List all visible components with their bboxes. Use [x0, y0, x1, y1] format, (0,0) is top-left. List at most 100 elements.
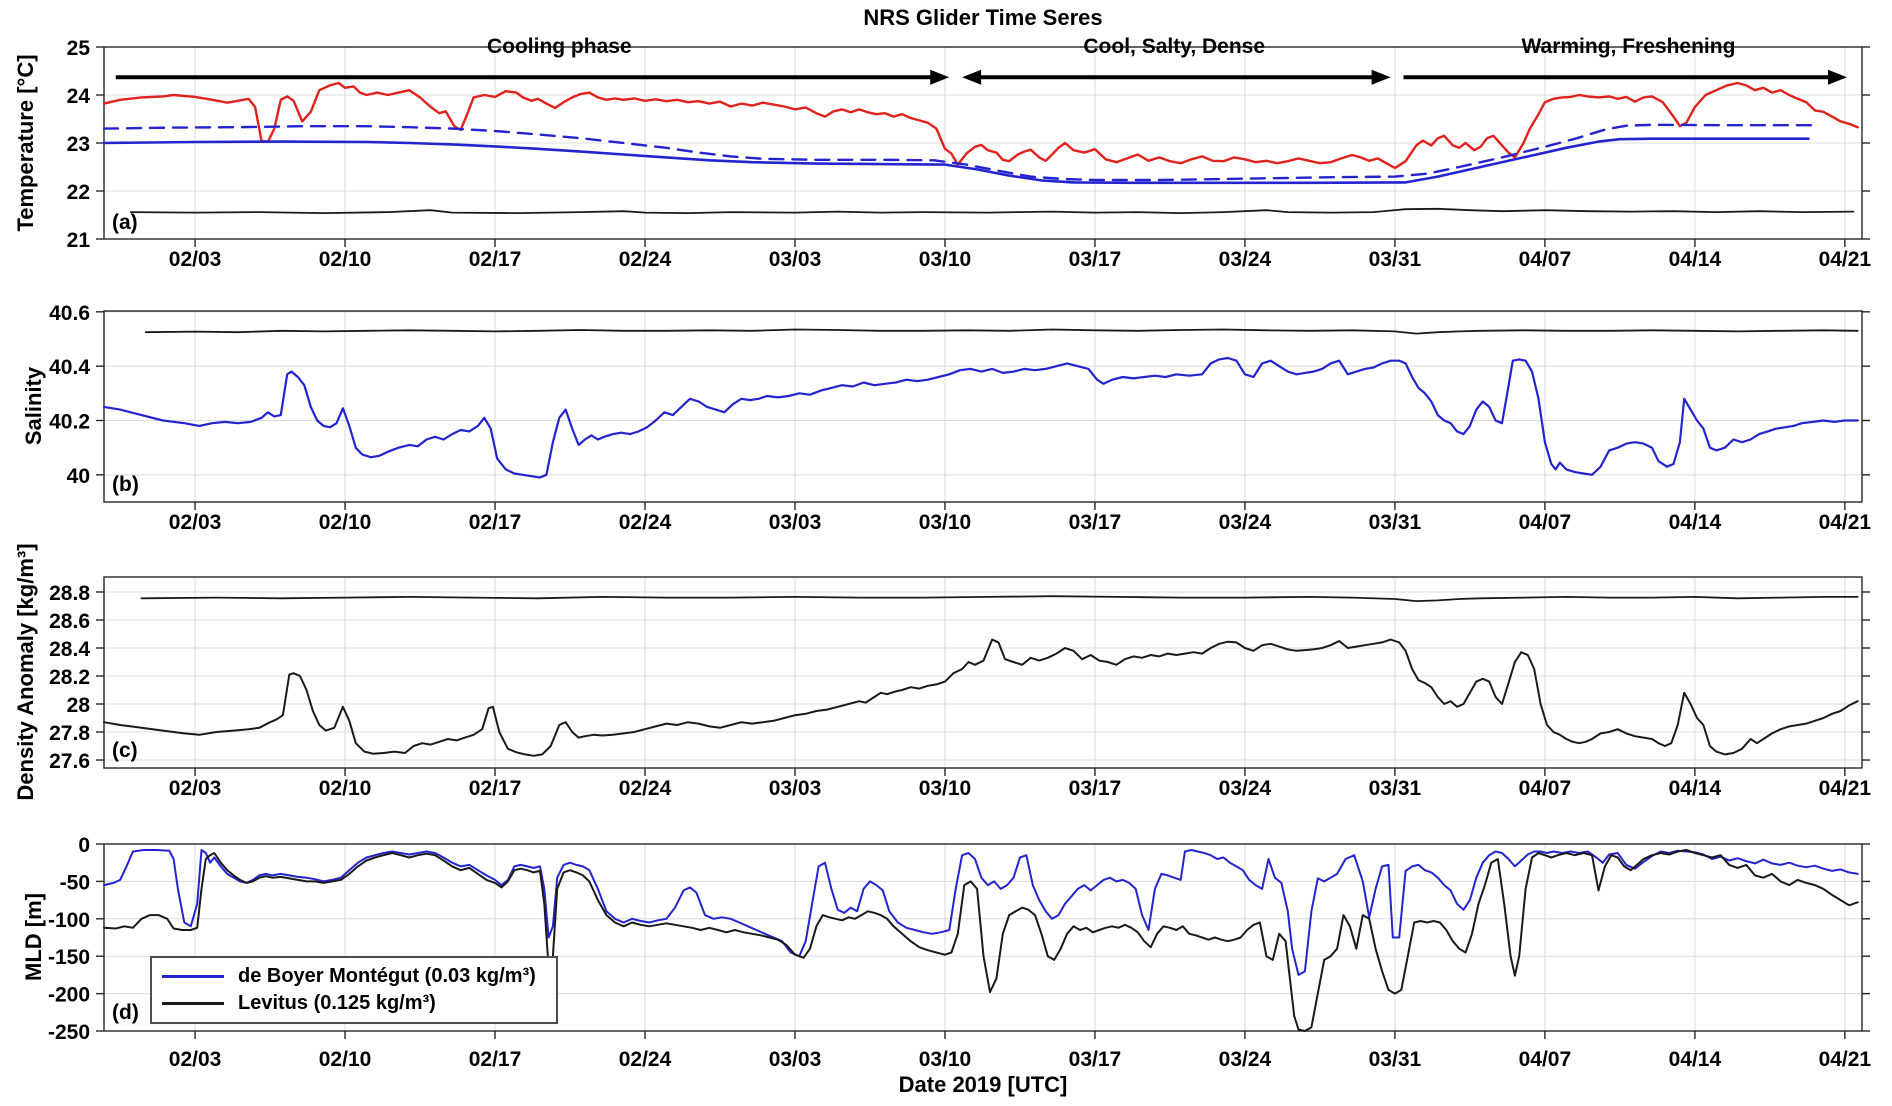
x-tick-label: 03/10 — [919, 248, 972, 271]
x-tick-label: 03/17 — [1069, 1048, 1122, 1071]
series-group-b — [103, 328, 1859, 479]
x-tick-label: 03/24 — [1219, 511, 1272, 534]
x-tick-label: 04/07 — [1519, 1048, 1572, 1071]
x-tick-label: 04/14 — [1669, 777, 1722, 800]
x-tick-label: 04/07 — [1519, 511, 1572, 534]
y-tick-label: 23 — [67, 133, 90, 156]
panel-tag-b: (b) — [112, 473, 139, 496]
x-tick-label: 02/03 — [169, 511, 222, 534]
y-axis-label-temperature: Temperature [°C] — [13, 54, 38, 232]
y-axis-label-density-anomaly: Density Anomaly [kg/m³] — [13, 543, 38, 801]
x-tick-label: 03/03 — [769, 1048, 822, 1071]
y-tick-label: 22 — [67, 181, 90, 204]
annotation-warming-freshening: Warming, Freshening — [1521, 35, 1736, 58]
y-tick-label: -200 — [48, 984, 90, 1007]
legend-line-swatch-blue — [162, 975, 224, 978]
y-tick-label: 27.6 — [49, 750, 90, 773]
x-tick-label: 03/10 — [919, 777, 972, 800]
tick-marks-b — [96, 311, 1870, 510]
series-b-reference-black-flat — [144, 328, 1859, 335]
series-c-glider-density-black — [103, 638, 1859, 757]
x-tick-label: 03/31 — [1369, 777, 1422, 800]
x-tick-label: 02/03 — [169, 777, 222, 800]
y-axis-label-mld: MLD [m] — [21, 893, 46, 981]
phase-arrow-0 — [115, 69, 950, 85]
x-tick-label: 02/24 — [619, 1048, 672, 1071]
x-tick-label: 02/24 — [619, 248, 672, 271]
series-c-reference-black-flat — [140, 595, 1859, 602]
x-tick-label: 03/17 — [1069, 248, 1122, 271]
x-tick-label: 02/10 — [319, 1048, 372, 1071]
x-tick-label: 04/21 — [1819, 777, 1872, 800]
grid-c — [104, 577, 1862, 768]
x-tick-label: 03/17 — [1069, 777, 1122, 800]
y-tick-label: 28.4 — [49, 638, 90, 661]
panel-border-d — [103, 843, 1863, 1032]
panel-tag-a: (a) — [112, 211, 138, 234]
tick-marks-d — [96, 843, 1870, 1039]
x-tick-label: 02/17 — [469, 1048, 522, 1071]
x-tick-label: 02/17 — [469, 777, 522, 800]
x-tick-label: 03/31 — [1369, 1048, 1422, 1071]
y-tick-label: -150 — [48, 946, 90, 969]
y-tick-label: 0 — [78, 834, 90, 857]
panel-c: 27.6 27.8 28 28.2 28.4 28.6 28.8 02/03 02/10 02/1… — [49, 576, 1872, 800]
x-tick-label: 04/14 — [1669, 511, 1722, 534]
x-tick-label: 04/21 — [1819, 1048, 1872, 1071]
y-tick-label: -50 — [60, 871, 90, 894]
legend-entry-de-boyer-montegut: de Boyer Montégut (0.03 kg/m³) — [162, 963, 546, 990]
y-tick-label: 28.8 — [49, 582, 90, 605]
x-tick-label: 03/24 — [1219, 777, 1272, 800]
series-a-glider-temperature-red — [103, 81, 1859, 170]
x-tick-label: 03/17 — [1069, 511, 1122, 534]
phase-arrow-1 — [962, 69, 1391, 85]
y-tick-label: 27.8 — [49, 722, 90, 745]
series-d-mld-levitus — [103, 849, 1859, 1032]
panel-tag-c: (c) — [112, 739, 138, 762]
x-axis-label: Date 2019 [UTC] — [898, 1072, 1068, 1097]
y-tick-label: 40.2 — [49, 410, 90, 433]
x-tick-label: 02/10 — [319, 511, 372, 534]
legend: de Boyer Montégut (0.03 kg/m³) Levitus (… — [150, 956, 558, 1024]
series-group-d — [103, 849, 1859, 1032]
x-tick-label: 02/24 — [619, 511, 672, 534]
x-tick-label: 03/10 — [919, 1048, 972, 1071]
y-tick-label: 21 — [67, 229, 91, 252]
x-tick-label: 03/31 — [1369, 248, 1422, 271]
y-tick-label: 28.2 — [49, 666, 90, 689]
series-b-glider-salinity-blue — [103, 356, 1859, 479]
x-tick-label: 03/31 — [1369, 511, 1422, 534]
series-a-reference-black-flat — [129, 207, 1855, 214]
x-tick-label: 03/03 — [769, 777, 822, 800]
grid-b — [104, 311, 1862, 502]
panel-border-c — [103, 576, 1863, 769]
annotation-cooling-phase: Cooling phase — [486, 35, 632, 58]
y-axis-label-salinity: Salinity — [21, 366, 46, 446]
x-tick-label: 04/07 — [1519, 248, 1572, 271]
tick-marks-a — [96, 46, 1870, 247]
x-tick-label: 03/24 — [1219, 248, 1272, 271]
legend-label: de Boyer Montégut (0.03 kg/m³) — [238, 965, 536, 987]
y-tick-label: 28.6 — [49, 610, 90, 633]
y-tick-label: 28 — [67, 694, 91, 717]
series-a-climatology-blue-dashed — [103, 123, 1817, 182]
x-tick-label: 03/03 — [769, 511, 822, 534]
x-tick-label: 02/03 — [169, 1048, 222, 1071]
y-tick-label: 40 — [67, 465, 90, 488]
x-tick-label: 04/14 — [1669, 248, 1722, 271]
y-tick-label: 24 — [67, 85, 91, 108]
series-d-mld-de-boyer-montegut — [103, 849, 1859, 976]
panel-b: 40 40.2 40.4 40.6 02/03 02/10 02/17 02/24 03/03 0… — [49, 302, 1871, 534]
x-tick-label: 04/07 — [1519, 777, 1572, 800]
x-tick-label: 04/14 — [1669, 1048, 1722, 1071]
legend-line-swatch-black — [162, 1002, 224, 1005]
y-tick-label: -100 — [48, 909, 90, 932]
x-tick-label: 04/21 — [1819, 248, 1872, 271]
x-tick-label: 03/10 — [919, 511, 972, 534]
x-tick-label: 02/03 — [169, 248, 222, 271]
panel-border-b — [103, 310, 1863, 503]
panel-d: 0 -50 -100 -150 -200 -250 02/03 02/10 02/17 02/24… — [48, 834, 1871, 1071]
x-tick-label: 02/17 — [469, 511, 522, 534]
